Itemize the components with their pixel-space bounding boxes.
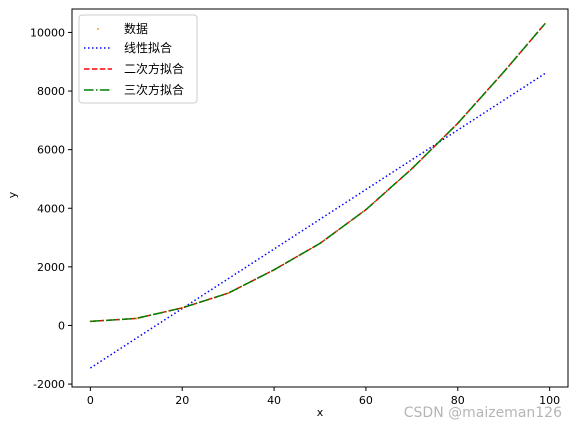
legend: 数据 线性拟合 二次方拟合 三次方拟合 bbox=[78, 14, 198, 104]
x-tick-label: 40 bbox=[267, 394, 281, 407]
y-tick-label: 4000 bbox=[37, 202, 65, 215]
legend-label-linear: 线性拟合 bbox=[124, 40, 172, 55]
legend-item-linear: 线性拟合 bbox=[84, 40, 172, 55]
legend-item-cubic: 三次方拟合 bbox=[84, 82, 184, 97]
legend-box bbox=[78, 14, 198, 104]
y-tick-label: 2000 bbox=[37, 261, 65, 274]
data-point bbox=[135, 317, 138, 320]
y-tick-label: -2000 bbox=[33, 378, 65, 391]
x-tick-label: 0 bbox=[87, 394, 94, 407]
data-point bbox=[227, 292, 230, 295]
cubic-fit-line bbox=[90, 23, 546, 323]
axes-frame bbox=[71, 8, 569, 388]
x-tick-label: 100 bbox=[539, 394, 560, 407]
x-tick-label: 60 bbox=[359, 394, 373, 407]
legend-label-data: 数据 bbox=[124, 21, 148, 36]
plot-area bbox=[89, 22, 546, 369]
y-tick-label: 0 bbox=[58, 319, 65, 332]
y-tick-label: 6000 bbox=[37, 144, 65, 157]
legend-marker-data bbox=[97, 28, 99, 30]
legend-label-cubic: 三次方拟合 bbox=[124, 82, 184, 97]
x-axis-label: x bbox=[317, 406, 324, 419]
legend-item-quadratic: 二次方拟合 bbox=[84, 61, 184, 76]
legend-label-quadratic: 二次方拟合 bbox=[124, 61, 184, 76]
y-axis: -2000 0 2000 4000 6000 8000 10000 bbox=[30, 26, 72, 391]
y-tick-label: 10000 bbox=[30, 26, 65, 39]
x-tick-label: 80 bbox=[451, 394, 465, 407]
linear-fit-line bbox=[89, 72, 546, 369]
watermark: CSDN @maizeman126 bbox=[404, 405, 562, 421]
legend-item-data: 数据 bbox=[97, 21, 148, 36]
y-axis-label: y bbox=[6, 191, 19, 198]
x-tick-label: 20 bbox=[175, 394, 189, 407]
x-axis: 0 20 40 60 80 100 bbox=[87, 387, 560, 407]
y-tick-label: 8000 bbox=[37, 85, 65, 98]
